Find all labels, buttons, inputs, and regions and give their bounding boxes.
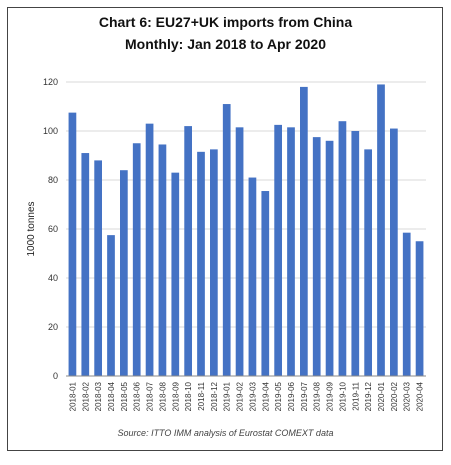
x-tick-label: 2019-07 (300, 381, 309, 411)
x-tick-label: 2018-12 (210, 381, 219, 411)
y-axis-label: 1000 tonnes (26, 201, 37, 256)
bar (158, 144, 167, 376)
x-tick-label: 2018-05 (120, 381, 129, 411)
x-tick-label: 2018-04 (107, 381, 116, 411)
bar (68, 112, 77, 376)
source-note: Source: ITTO IMM analysis of Eurostat CO… (117, 428, 334, 438)
x-tick-label: 2020-03 (403, 381, 412, 411)
x-tick-label: 2019-04 (261, 381, 270, 411)
bar (120, 170, 128, 376)
bar (351, 131, 360, 376)
x-tick-label: 2020-02 (390, 381, 399, 411)
bar (248, 177, 257, 376)
y-tick-label: 40 (48, 273, 58, 283)
x-tick-label: 2018-06 (133, 381, 142, 411)
bar (235, 127, 244, 376)
x-tick-label: 2018-09 (171, 381, 180, 411)
bar (274, 124, 282, 376)
bar (171, 172, 180, 376)
bar (210, 149, 218, 376)
x-tick-label: 2019-10 (338, 381, 347, 411)
x-tick-label: 2019-05 (274, 381, 283, 411)
bar (364, 149, 372, 376)
x-tick-label: 2018-01 (68, 381, 77, 411)
x-tick-label: 2018-02 (81, 381, 90, 411)
y-tick-label: 100 (43, 126, 58, 136)
bar (312, 137, 321, 376)
y-tick-label: 0 (53, 371, 58, 381)
bar (184, 126, 192, 376)
bar (107, 235, 115, 376)
y-tick-label: 60 (48, 224, 58, 234)
x-tick-label: 2019-09 (326, 381, 335, 411)
x-tick-label: 2019-06 (287, 381, 296, 411)
x-tick-label: 2019-02 (236, 381, 245, 411)
x-tick-label: 2018-07 (146, 381, 155, 411)
bars (68, 84, 424, 377)
bar (300, 86, 308, 377)
bar (325, 140, 334, 376)
chart-subtitle: Monthly: Jan 2018 to Apr 2020 (125, 36, 326, 52)
x-tick-label: 2018-10 (184, 381, 193, 411)
x-tick-label: 2019-08 (313, 381, 322, 411)
bar (377, 84, 385, 376)
y-tick-label: 80 (48, 175, 58, 185)
x-tick-label: 2020-04 (416, 381, 425, 411)
bar (338, 121, 347, 376)
y-axis-ticks: 0 20 40 60 80 100 120 (43, 77, 58, 381)
bar (81, 153, 90, 376)
chart-title: Chart 6: EU27+UK imports from China (98, 14, 353, 30)
x-tick-label: 2019-12 (364, 381, 373, 411)
bar (132, 143, 141, 376)
x-tick-label: 2019-11 (351, 381, 360, 410)
bar (197, 151, 205, 376)
bar (402, 232, 411, 376)
x-tick-label: 2018-03 (94, 381, 103, 411)
x-tick-label: 2018-08 (158, 381, 167, 411)
x-tick-label: 2019-03 (248, 381, 257, 411)
bar (94, 160, 102, 376)
bar (222, 104, 231, 377)
y-tick-label: 120 (43, 77, 58, 87)
bar (287, 127, 295, 376)
bar (145, 123, 154, 377)
bar (390, 128, 398, 376)
x-tick-label: 2020-01 (377, 381, 386, 411)
y-tick-label: 20 (48, 322, 58, 332)
bar (415, 241, 424, 376)
x-tick-label: 2018-11 (197, 381, 206, 410)
x-axis-ticks: 2018-01 2018-02 2018-03 2018-04 2018-05 2018-… (68, 381, 424, 411)
x-tick-label: 2019-01 (223, 381, 232, 411)
bar (261, 191, 270, 376)
